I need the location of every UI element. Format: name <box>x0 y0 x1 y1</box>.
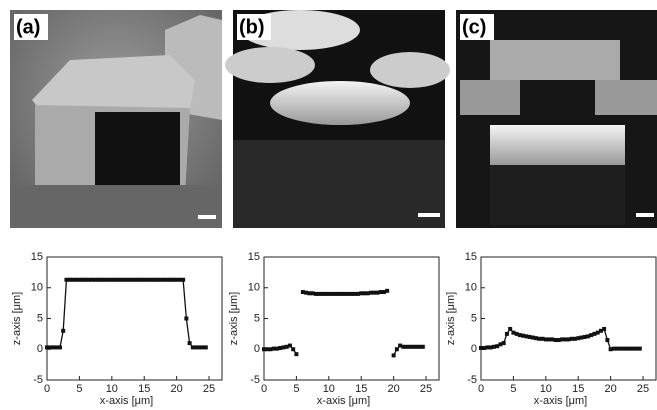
x-axis-label: x-axis [μm] <box>317 395 370 407</box>
x-tick-label: 20 <box>171 383 183 395</box>
panel-label: (b) <box>239 16 265 38</box>
y-axis-label: z-axis [μm] <box>11 292 23 345</box>
plots: -50510150510152025x-axis [μm]z-axis [μm]… <box>11 251 656 407</box>
y-tick-label: -5 <box>467 374 477 386</box>
y-tick-label: 5 <box>37 312 43 324</box>
data-point <box>294 352 298 356</box>
x-tick-label: 0 <box>44 383 50 395</box>
data-point <box>502 341 506 345</box>
y-axis-label: z-axis [μm] <box>445 292 457 345</box>
data-point <box>638 347 642 351</box>
data-point <box>291 347 295 351</box>
y-tick-label: -5 <box>33 374 43 386</box>
y-tick-label: 5 <box>254 312 260 324</box>
y-axis-label: z-axis [μm] <box>228 292 240 345</box>
plot-frame <box>264 257 439 380</box>
y-tick-label: 10 <box>248 282 260 294</box>
sem-image-c <box>456 10 657 228</box>
x-tick-label: 15 <box>572 383 584 395</box>
data-point <box>605 338 609 342</box>
x-axis-label: x-axis [μm] <box>534 395 587 407</box>
x-tick-label: 20 <box>605 383 617 395</box>
data-point <box>421 345 425 349</box>
data-point <box>385 289 389 293</box>
data-point <box>61 329 65 333</box>
y-tick-label: 15 <box>465 251 477 263</box>
plot-frame <box>481 257 656 380</box>
data-point <box>58 345 62 349</box>
page: (a)(b)(c) -50510150510152025x-axis [μm]z… <box>0 0 657 410</box>
y-tick-label: 0 <box>254 343 260 355</box>
x-axis-label: x-axis [μm] <box>100 395 153 407</box>
x-tick-label: 15 <box>138 383 150 395</box>
x-tick-label: 0 <box>478 383 484 395</box>
x-tick-label: 25 <box>420 383 432 395</box>
plot-frame <box>47 257 222 380</box>
y-tick-label: 15 <box>248 251 260 263</box>
x-tick-label: 10 <box>323 383 335 395</box>
data-point <box>188 341 192 345</box>
x-tick-label: 10 <box>106 383 118 395</box>
y-tick-label: 15 <box>31 251 43 263</box>
data-point <box>288 344 292 348</box>
data-point <box>602 327 606 331</box>
y-tick-label: 5 <box>471 312 477 324</box>
data-line <box>47 280 206 348</box>
data-point <box>184 317 188 321</box>
x-tick-label: 20 <box>388 383 400 395</box>
x-tick-label: 5 <box>510 383 516 395</box>
sem-image-a <box>10 10 222 228</box>
x-tick-label: 5 <box>76 383 82 395</box>
data-point <box>395 347 399 351</box>
data-point <box>508 327 512 331</box>
data-point <box>392 353 396 357</box>
y-tick-label: 0 <box>37 343 43 355</box>
x-tick-label: 0 <box>261 383 267 395</box>
sem-image-b <box>225 10 450 228</box>
y-tick-label: 10 <box>31 282 43 294</box>
panel-label: (a) <box>16 16 40 38</box>
data-point <box>505 332 509 336</box>
data-point <box>181 278 185 282</box>
y-tick-label: -5 <box>250 374 260 386</box>
figure: (a)(b)(c) -50510150510152025x-axis [μm]z… <box>0 0 657 410</box>
x-tick-label: 25 <box>637 383 649 395</box>
panel-label: (c) <box>462 16 486 38</box>
x-tick-label: 15 <box>355 383 367 395</box>
y-tick-label: 10 <box>465 282 477 294</box>
x-tick-label: 5 <box>293 383 299 395</box>
y-tick-label: 0 <box>471 343 477 355</box>
x-tick-label: 10 <box>540 383 552 395</box>
data-point <box>204 345 208 349</box>
plot: -50510150510152025x-axis [μm]z-axis [μm] <box>228 251 439 407</box>
x-tick-label: 25 <box>203 383 215 395</box>
